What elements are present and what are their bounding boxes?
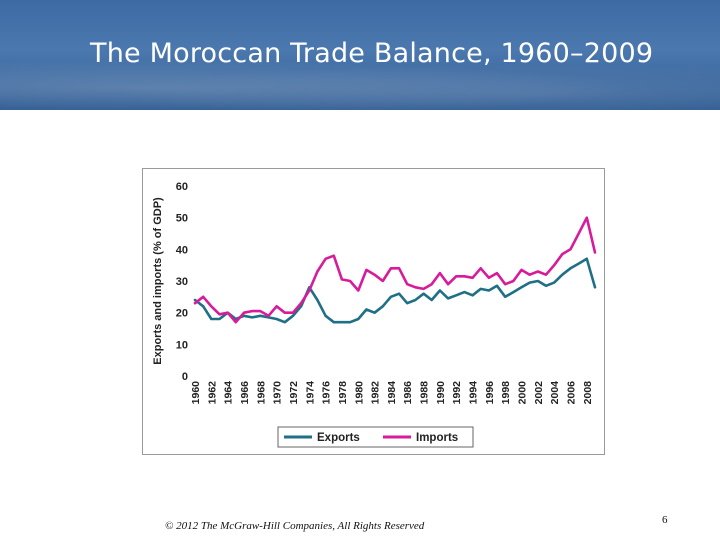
x-tick-label: 1988 bbox=[419, 381, 431, 405]
legend-box bbox=[277, 426, 474, 448]
legend-label-exports: Exports bbox=[317, 432, 360, 444]
slide-number: 6 bbox=[662, 514, 668, 526]
x-tick-label: 2000 bbox=[517, 381, 529, 405]
x-tick-label: 1966 bbox=[239, 381, 251, 405]
y-tick-label: 10 bbox=[176, 339, 188, 351]
title-banner: The Moroccan Trade Balance, 1960–2009 bbox=[0, 0, 720, 110]
series-line-exports bbox=[193, 257, 597, 324]
x-tick-label: 1978 bbox=[337, 381, 349, 405]
x-tick-label: 1982 bbox=[370, 381, 382, 405]
x-tick-label: 1998 bbox=[500, 381, 512, 405]
y-tick-label: 0 bbox=[182, 371, 188, 383]
legend-label-imports: Imports bbox=[416, 432, 458, 444]
series-line-imports bbox=[193, 216, 597, 324]
x-tick-label: 1996 bbox=[484, 381, 496, 405]
banner-texture bbox=[0, 55, 720, 110]
x-tick-labels: 1960 1962 1964 1966 1968 1970 1972 1974 1976 1978… bbox=[190, 381, 594, 405]
x-tick-label: 1970 bbox=[272, 381, 284, 405]
y-tick-labels: 0 10 20 30 40 50 60 bbox=[176, 181, 188, 383]
y-tick-label: 50 bbox=[176, 213, 188, 225]
legend: Exports Imports bbox=[277, 426, 474, 448]
x-tick-label: 1980 bbox=[353, 381, 365, 405]
y-axis-label: Exports and imports (% of GDP) bbox=[152, 197, 164, 365]
y-tick-label: 20 bbox=[176, 308, 188, 320]
x-tick-label: 2002 bbox=[533, 381, 545, 405]
trade-balance-chart: Exports and imports (% of GDP) 0 10 20 30 40… bbox=[152, 181, 597, 448]
x-tick-label: 2004 bbox=[549, 381, 561, 405]
y-tick-label: 40 bbox=[176, 244, 188, 256]
y-axis-label-group: Exports and imports (% of GDP) bbox=[152, 197, 164, 365]
x-tick-label: 1968 bbox=[255, 381, 267, 405]
x-tick-label: 1960 bbox=[190, 381, 202, 405]
x-tick-label: 1990 bbox=[435, 381, 447, 405]
x-tick-label: 1962 bbox=[206, 381, 218, 405]
copyright-footer: © 2012 The McGraw-Hill Companies, All Ri… bbox=[165, 520, 425, 532]
x-tick-label: 2008 bbox=[582, 381, 594, 405]
x-tick-label: 1986 bbox=[402, 381, 414, 405]
x-tick-label: 1974 bbox=[304, 381, 316, 405]
y-tick-label: 60 bbox=[176, 181, 188, 193]
x-tick-label: 1976 bbox=[321, 381, 333, 405]
y-tick-label: 30 bbox=[176, 276, 188, 288]
series-lines bbox=[193, 216, 597, 324]
x-tick-label: 1972 bbox=[288, 381, 300, 405]
x-tick-label: 1964 bbox=[223, 381, 235, 405]
x-tick-label: 1984 bbox=[386, 381, 398, 405]
x-tick-label: 2006 bbox=[566, 381, 578, 405]
x-tick-label: 1994 bbox=[468, 381, 480, 405]
chart-frame: Exports and imports (% of GDP) 0 10 20 30 40… bbox=[142, 168, 605, 455]
x-tick-label: 1992 bbox=[451, 381, 463, 405]
slide-title: The Moroccan Trade Balance, 1960–2009 bbox=[90, 38, 654, 69]
